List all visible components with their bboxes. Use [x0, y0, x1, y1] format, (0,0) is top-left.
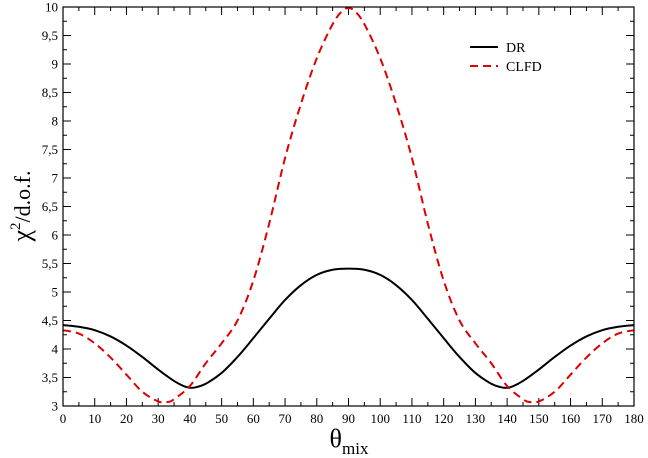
legend-label-dr: DR — [506, 41, 526, 56]
x-tick-label: 170 — [593, 411, 613, 426]
y-tick-label: 9 — [52, 57, 59, 72]
y-axis-title: χ2/d.o.f. — [7, 171, 36, 243]
legend-label-clfd: CLFD — [506, 60, 542, 75]
x-tick-label: 160 — [561, 411, 581, 426]
x-tick-label: 110 — [402, 411, 421, 426]
x-tick-label: 130 — [466, 411, 486, 426]
x-tick-label: 120 — [434, 411, 454, 426]
x-tick-label: 140 — [497, 411, 517, 426]
x-tick-label: 10 — [88, 411, 101, 426]
y-tick-label: 8 — [52, 114, 59, 129]
y-tick-label: 4,5 — [42, 313, 58, 328]
y-tick-label: 8,5 — [42, 85, 58, 100]
x-tick-label: 90 — [342, 411, 355, 426]
y-tick-label: 3 — [52, 399, 59, 414]
y-axis-title-rest: /d.o.f. — [10, 171, 35, 223]
y-tick-label: 6 — [52, 228, 59, 243]
y-tick-label: 4 — [52, 342, 59, 357]
x-tick-label: 70 — [279, 411, 292, 426]
y-axis-title-sup: 2 — [8, 222, 24, 230]
x-tick-label: 60 — [247, 411, 260, 426]
y-axis-title-base: χ — [7, 230, 36, 243]
x-tick-label: 100 — [370, 411, 390, 426]
x-axis-title-sub: mix — [342, 439, 369, 458]
x-tick-label: 0 — [60, 411, 67, 426]
plot-frame — [62, 6, 635, 407]
x-tick-label: 20 — [120, 411, 133, 426]
x-tick-label: 40 — [183, 411, 196, 426]
x-axis-title: θmix — [330, 424, 369, 458]
x-axis-title-base: θ — [330, 424, 342, 453]
y-tick-label: 5 — [52, 285, 59, 300]
y-tick-label: 5,5 — [42, 256, 58, 271]
x-tick-label: 50 — [215, 411, 228, 426]
y-tick-label: 6,5 — [42, 199, 58, 214]
y-tick-label: 10 — [45, 0, 58, 15]
series-line-dr — [63, 267, 634, 389]
x-tick-label: 180 — [624, 411, 644, 426]
series-line-clfd — [63, 7, 634, 404]
x-tick-label: 150 — [529, 411, 549, 426]
y-tick-label: 9,5 — [42, 28, 58, 43]
y-tick-label: 3,5 — [42, 370, 58, 385]
y-tick-label: 7 — [52, 171, 59, 186]
y-tick-label: 7,5 — [42, 142, 58, 157]
x-tick-label: 80 — [310, 411, 323, 426]
x-tick-label: 30 — [152, 411, 165, 426]
